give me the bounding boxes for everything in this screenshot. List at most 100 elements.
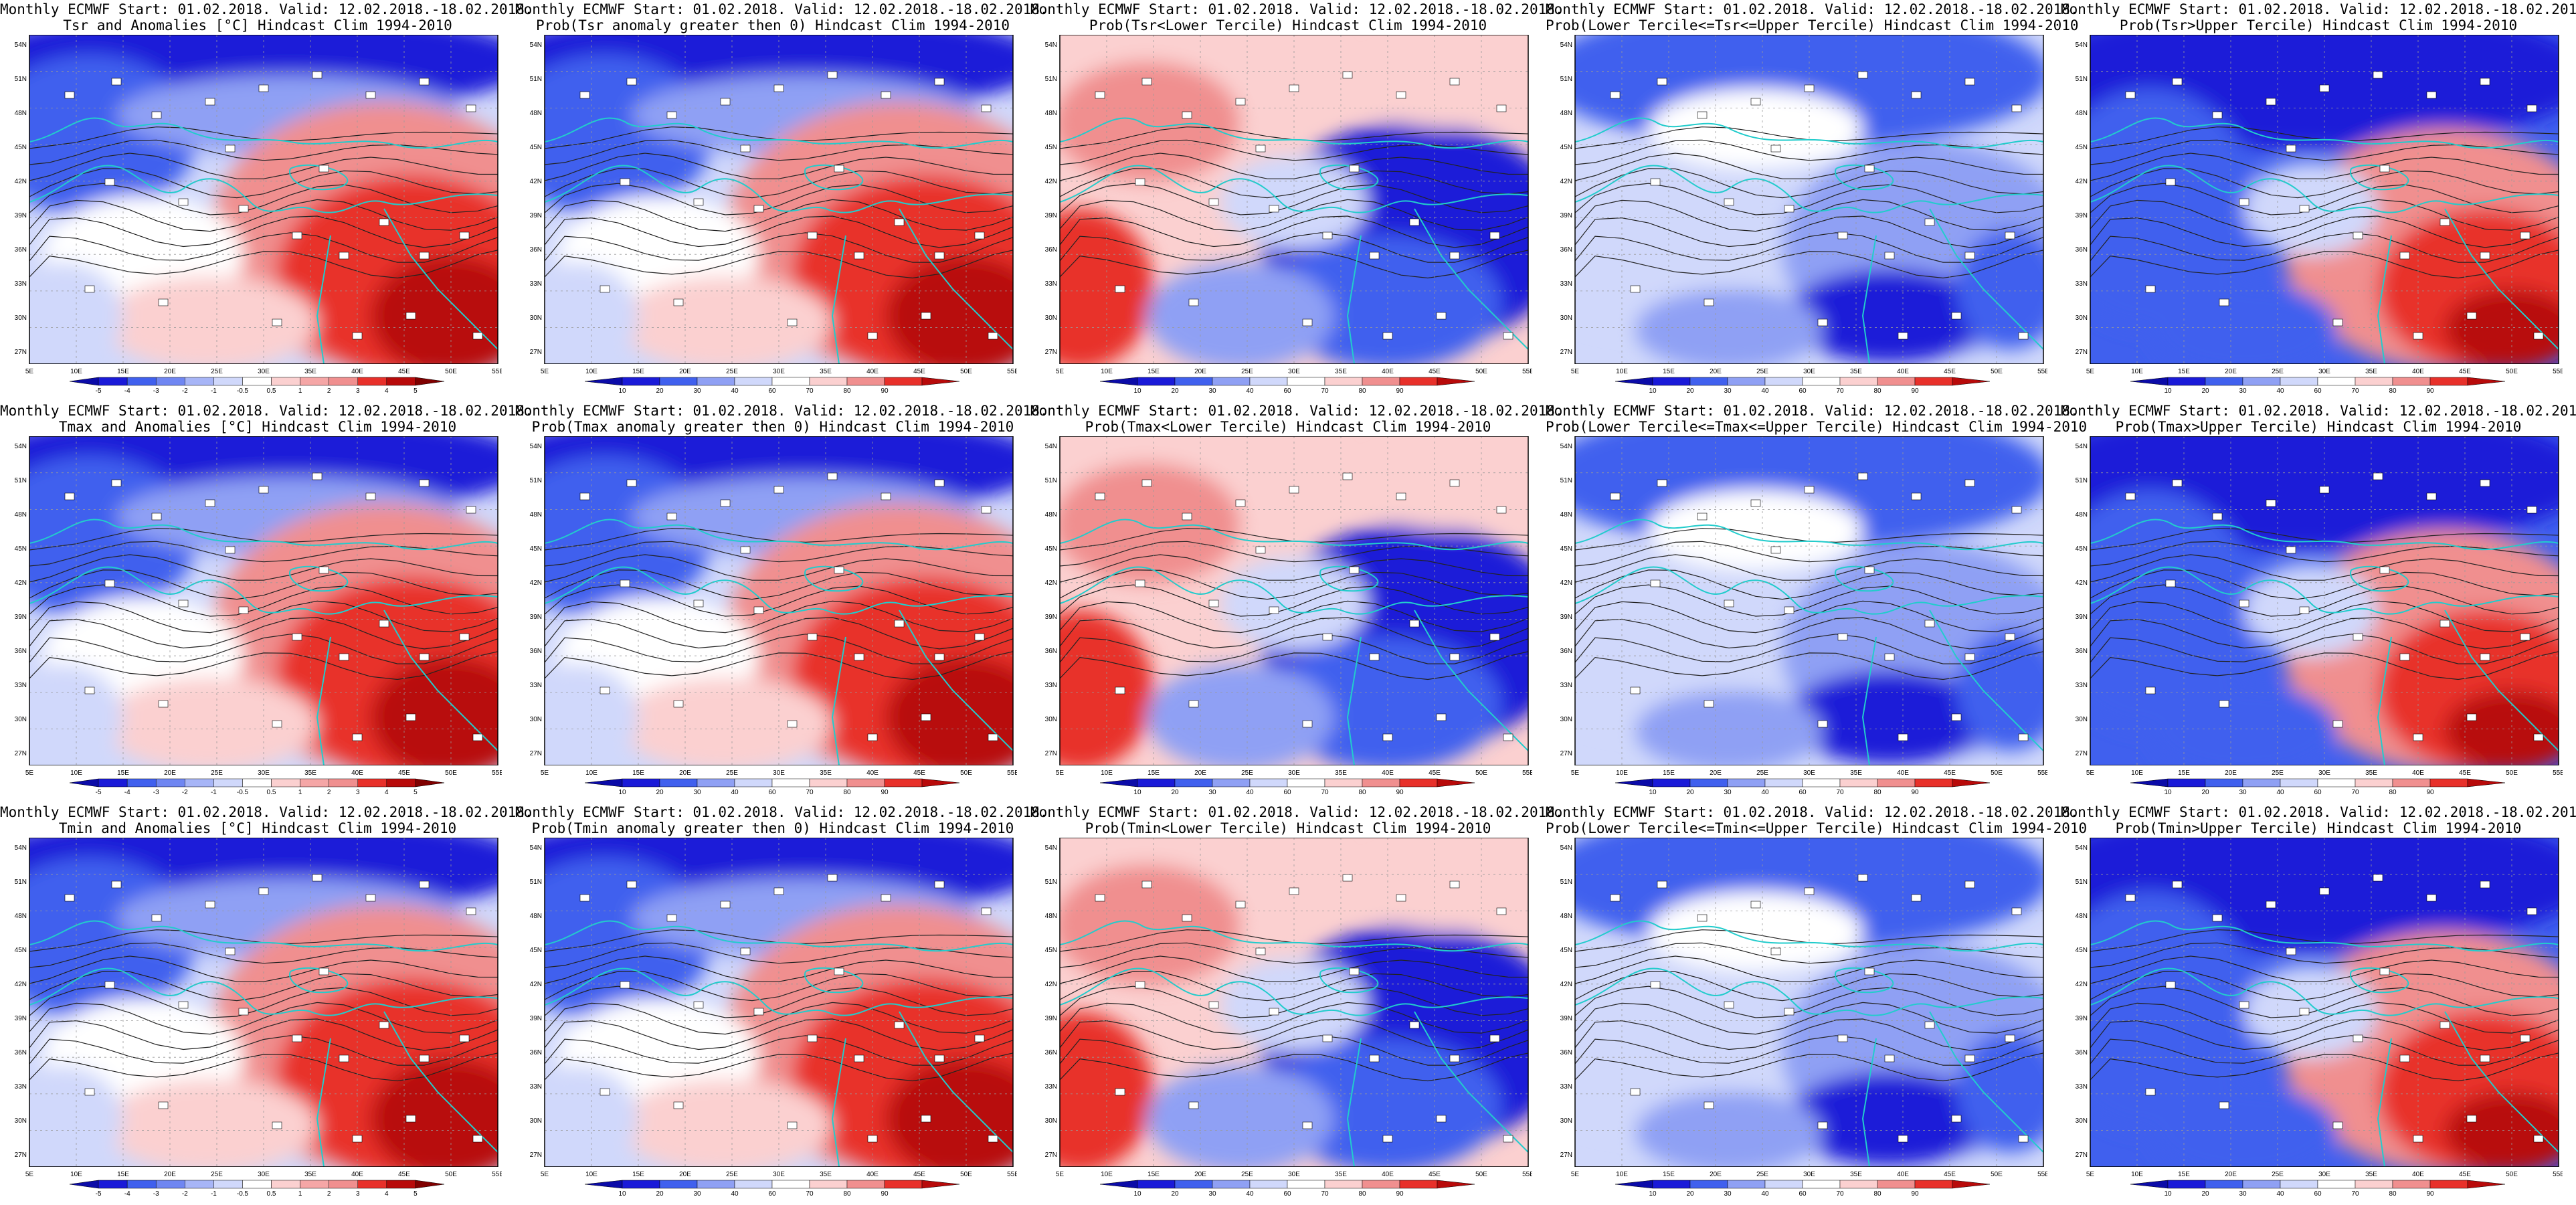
colorbar-tick-label: 20: [2201, 387, 2209, 395]
longitude-label: 55E: [1522, 368, 1532, 375]
colorbar-tick-label: 90: [1396, 789, 1404, 796]
latitude-label: 33N: [15, 1083, 27, 1091]
latitude-label: 51N: [1045, 878, 1057, 886]
colorbar-tick-label: 4: [385, 387, 389, 395]
longitude-label: 45E: [2459, 368, 2471, 375]
coastlines: [545, 117, 1013, 364]
colorbar-swatch: [2429, 377, 2468, 386]
longitude-label: 5E: [2086, 769, 2095, 777]
colorbar-swatch: [1652, 377, 1691, 386]
colorbar: 10 20 30 40 60 70 80 90: [525, 376, 1017, 402]
longitude-label: 50E: [1991, 1171, 2003, 1178]
latitude-label: 39N: [1560, 614, 1572, 621]
longitude-label: 35E: [304, 1171, 316, 1178]
longitude-label: 25E: [726, 769, 738, 777]
longitude-label: 10E: [70, 1171, 82, 1178]
field-region: [1956, 1032, 2043, 1152]
longitude-label: 10E: [70, 368, 82, 375]
colorbar-swatch: [213, 377, 243, 386]
latitude-label: 51N: [1045, 477, 1057, 484]
colorbar-swatch: [2205, 778, 2243, 787]
longitude-label: 20E: [164, 769, 176, 777]
colorbar-swatch: [1174, 377, 1213, 386]
field-region: [1060, 463, 1240, 583]
longitude-label: 15E: [1147, 769, 1160, 777]
latitude-label: 33N: [530, 682, 542, 689]
station-markers: [579, 874, 998, 1143]
latitude-label: 39N: [530, 212, 542, 219]
colorbar-swatch: [242, 1180, 272, 1189]
colorbar-tick-label: 10: [1649, 789, 1657, 796]
colorbar-swatch: [2130, 377, 2169, 386]
latitude-label: 30N: [1045, 1117, 1057, 1125]
latitude-label: 36N: [15, 246, 27, 254]
colorbar-tick-label: 70: [1836, 789, 1844, 796]
longitude-label: 15E: [1663, 1171, 1675, 1178]
longitude-label: 50E: [2506, 769, 2518, 777]
latitude-label: 27N: [1045, 1151, 1057, 1159]
station-markers: [579, 71, 998, 340]
map-frame: [544, 35, 1014, 364]
latitude-label: 51N: [2076, 76, 2088, 83]
forecast-map: 54N 51N 48N 45N 42N 39N 36N 33N 30N 27N: [1040, 436, 1532, 765]
latitude-label: 48N: [2076, 511, 2088, 519]
colorbar: -5 -4 -3 -2 -1 -0.5 0.5 1 2 3 4 5: [9, 376, 502, 402]
colorbar-swatch: [697, 778, 735, 787]
colorbar-swatch: [2429, 1180, 2468, 1189]
latitude-label: 27N: [530, 1151, 542, 1159]
colorbar-swatch: [155, 778, 185, 787]
colorbar-tick-label: 90: [881, 789, 889, 796]
field-region: [1575, 945, 1756, 1132]
latitude-label: 54N: [2076, 41, 2088, 49]
latitude-label: 27N: [15, 349, 27, 356]
colorbar-swatch: [329, 1180, 359, 1189]
colorbar-swatch: [386, 377, 416, 386]
forecast-panel: Monthly ECMWF Start: 01.02.2018. Valid: …: [1546, 0, 2079, 401]
latitude-label: 51N: [2076, 878, 2088, 886]
map-field: [545, 35, 1013, 364]
longitude-label: 45E: [1944, 769, 1956, 777]
colorbar-swatch: [1952, 1180, 1991, 1189]
longitude-axis: 5E 10E 15E 20E 25E 30E 35E 40E 45E 50E 55E: [9, 767, 504, 781]
longitude-label: 30E: [773, 368, 785, 375]
colorbar-swatch: [213, 778, 243, 787]
colorbar-swatch: [2392, 778, 2431, 787]
longitude-label: 50E: [445, 769, 457, 777]
colorbar-tick-label: -5: [96, 1190, 102, 1198]
panel-subtitle: Tmax and Anomalies [°C] Hindcast Clim 19…: [58, 419, 457, 435]
colorbar-tick-label: 20: [656, 789, 664, 796]
panel-title: Monthly ECMWF Start: 01.02.2018. Valid: …: [515, 403, 1048, 419]
colorbar-tick-label: 60: [2314, 1190, 2322, 1198]
longitude-label: 15E: [117, 769, 129, 777]
colorbar-tick-label: 80: [843, 387, 851, 395]
longitude-label: 50E: [1475, 368, 1487, 375]
latitude-label: 30N: [530, 1117, 542, 1125]
colorbar-tick-label: -2: [182, 387, 188, 395]
field-region: [1348, 450, 1528, 530]
panel-subtitle: Prob(Tsr anomaly greater then 0) Hindcas…: [535, 17, 1010, 33]
latitude-label: 27N: [2076, 1151, 2088, 1159]
coastlines: [29, 117, 498, 364]
latitude-label: 48N: [530, 511, 542, 519]
longitude-label: 15E: [117, 368, 129, 375]
colorbar-tick-label: 3: [356, 789, 360, 796]
colorbar-swatch: [1877, 1180, 1916, 1189]
longitude-label: 30E: [1288, 1171, 1300, 1178]
colorbar-swatch: [300, 778, 329, 787]
latitude-label: 45N: [530, 144, 542, 151]
longitude-label: 30E: [258, 1171, 270, 1178]
colorbar-swatch: [2429, 778, 2468, 787]
colorbar-tick-label: 80: [1873, 387, 1881, 395]
latitude-label: 27N: [530, 750, 542, 757]
panel-subtitle: Prob(Tmin>Upper Tercile) Hindcast Clim 1…: [2115, 820, 2522, 836]
colorbar: 10 20 30 40 60 70 80 90: [1040, 1179, 1532, 1205]
field-region: [1274, 637, 1501, 765]
longitude-axis: 5E 10E 15E 20E 25E 30E 35E 40E 45E 50E 55E: [1040, 1168, 1534, 1182]
latitude-label: 30N: [1560, 716, 1572, 723]
colorbar: 10 20 30 40 60 70 80 90: [1555, 1179, 2047, 1205]
longitude-label: 30E: [2318, 1171, 2330, 1178]
longitude-label: 55E: [1007, 368, 1017, 375]
latitude-label: 30N: [1560, 1117, 1572, 1125]
forecast-panel: Monthly ECMWF Start: 01.02.2018. Valid: …: [0, 803, 533, 1204]
colorbar-tick-label: 90: [881, 1190, 889, 1198]
